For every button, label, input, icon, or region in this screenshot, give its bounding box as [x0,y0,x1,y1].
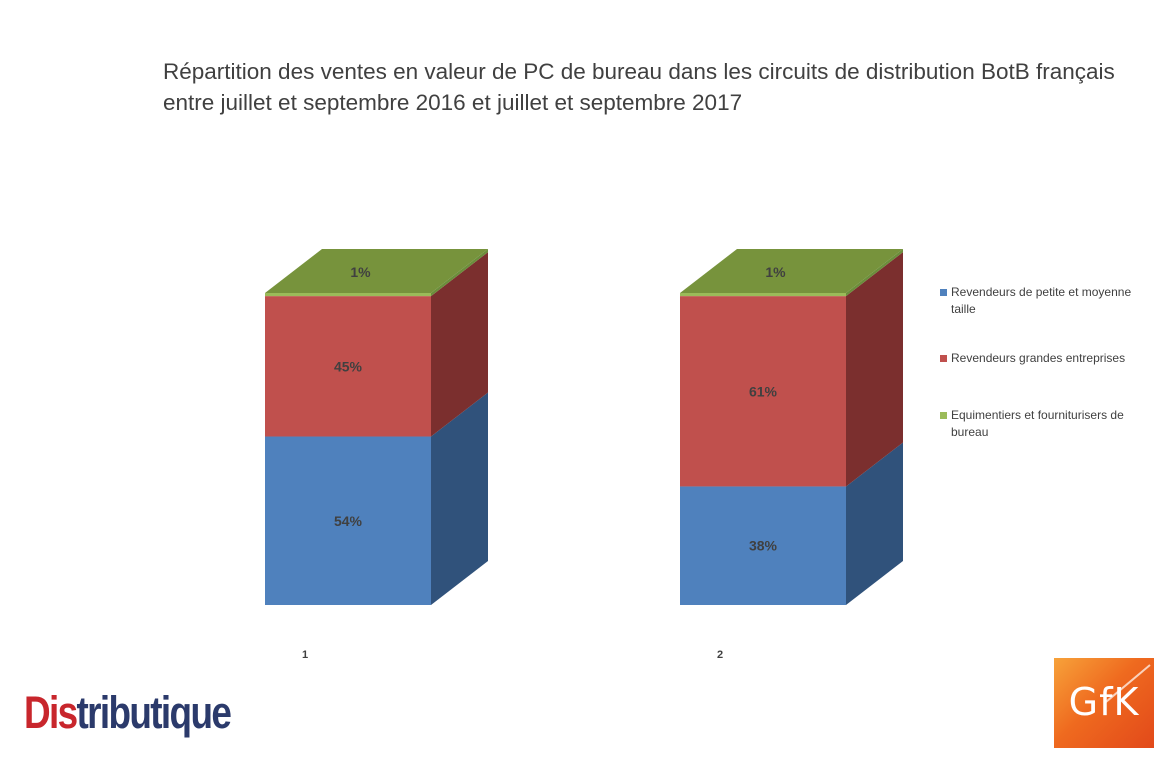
bar-2-segment-2-side [846,252,903,487]
legend-swatch-office-suppliers [940,412,947,419]
category-label-1: 1 [302,649,308,661]
legend-label-office-suppliers: Equimentiers et fourniturisers de bureau [951,408,1124,439]
logo-part-red: Dis [24,687,78,738]
legend-item-small-resellers: Revendeurs de petite et moyenne taille [940,284,1152,318]
distributique-logo: Distributique [24,686,232,740]
bar-2-segment-1 [680,486,846,605]
bar-2-label-1: 38% [749,538,778,554]
legend-label-enterprise-resellers: Revendeurs grandes entreprises [951,351,1126,365]
bar-2-label-3: 1% [765,264,786,280]
gfk-logo-text: GfK [1068,680,1140,724]
bar-2-segment-1-side [846,442,903,605]
bar-1-segment-1-side [431,392,488,605]
bar-2-segment-3 [680,293,846,297]
bar-1-segment-3-side [431,249,488,297]
bar-2-top [680,249,903,293]
logo-part-blue: tributique [76,687,232,738]
bar-1-label-3: 1% [350,264,371,280]
chart-title: Répartition des ventes en valeur de PC d… [163,59,1115,115]
legend-label-small-resellers: Revendeurs de petite et moyenne taille [951,285,1132,316]
chart-legend: Revendeurs de petite et moyenne taille R… [940,284,1152,473]
bar-2-segment-2 [680,296,846,487]
bar-1-segment-1 [265,436,431,605]
bar-2-label-2: 61% [749,383,778,399]
legend-swatch-small-resellers [940,289,947,296]
gfk-logo: GfK [1054,658,1154,748]
bar-1-segment-2 [265,296,431,437]
bar-1-top [265,249,488,293]
legend-item-office-suppliers: Equimentiers et fourniturisers de bureau [940,407,1152,441]
bar-1-segment-2-side [431,252,488,437]
bar-1-label-1: 54% [334,513,363,529]
bar-1-label-2: 45% [334,358,363,374]
category-label-2: 2 [717,649,723,661]
legend-item-enterprise-resellers: Revendeurs grandes entreprises [940,350,1152,367]
bar-1-segment-3 [265,293,431,297]
legend-swatch-enterprise-resellers [940,355,947,362]
bar-2-segment-3-side [846,249,903,297]
